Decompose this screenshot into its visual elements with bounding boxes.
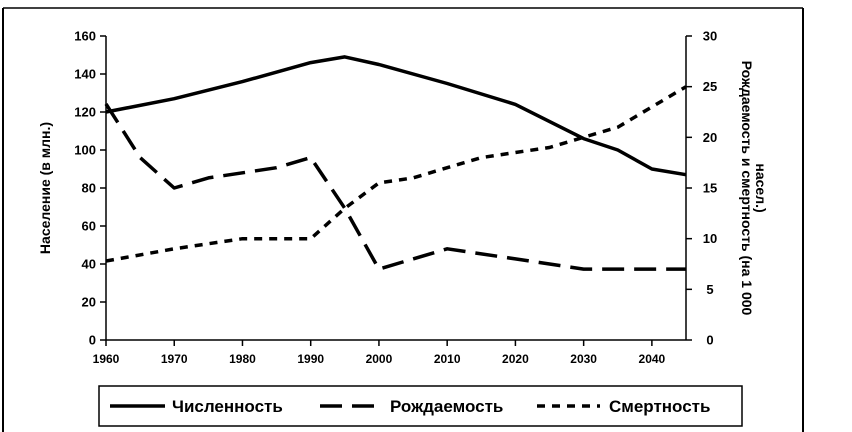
series-layer xyxy=(104,55,687,271)
legend-label-рождаемость: Рождаемость xyxy=(390,397,503,416)
legend-label-смертность: Смертность xyxy=(609,397,710,416)
y-left-tick-label: 120 xyxy=(74,105,96,120)
x-tick-label: 1970 xyxy=(161,352,188,366)
series-line-численность xyxy=(105,55,687,177)
x-tick-label: 2020 xyxy=(502,352,529,366)
series-line-смертность xyxy=(105,85,687,263)
y-left-tick-label: 0 xyxy=(89,333,96,348)
y-right-tick-label: 15 xyxy=(703,181,717,196)
x-tick-label: 2040 xyxy=(639,352,666,366)
y-axis-right-label-line1: Рождаемость и смертность (на 1 000 xyxy=(739,61,755,316)
y-axis-left-ticks: 0 20 40 60 80 100 120 140 160 xyxy=(74,29,106,348)
series-line-рождаемость xyxy=(104,102,686,271)
x-tick-label: 1960 xyxy=(93,352,120,366)
y-right-tick-label: 20 xyxy=(703,130,717,145)
y-left-tick-label: 60 xyxy=(82,219,96,234)
x-tick-label: 2030 xyxy=(570,352,597,366)
y-left-tick-label: 140 xyxy=(74,67,96,82)
legend-label-численность: Численность xyxy=(172,397,283,416)
y-left-tick-label: 40 xyxy=(82,257,96,272)
y-right-tick-label: 30 xyxy=(703,29,717,44)
legend: Численность Рождаемость Смертность xyxy=(98,385,743,427)
legend-box xyxy=(98,385,743,427)
x-axis-ticks: 1960 1970 1980 1990 2000 2010 2020 2030 2040 xyxy=(93,340,666,366)
y-right-tick-label: 10 xyxy=(703,231,717,246)
y-axis-left-label: Население (в млн.) xyxy=(37,122,53,254)
y-axis-right-label-line2: насел.) xyxy=(753,163,769,212)
y-right-tick-label: 5 xyxy=(706,282,713,297)
y-left-tick-label: 100 xyxy=(74,143,96,158)
y-axis-right-ticks: 0 5 10 15 20 25 30 xyxy=(686,29,717,348)
y-right-tick-label: 0 xyxy=(706,333,713,348)
x-tick-label: 2010 xyxy=(434,352,461,366)
x-tick-label: 1990 xyxy=(297,352,324,366)
x-tick-label: 1980 xyxy=(229,352,256,366)
y-left-tick-label: 80 xyxy=(82,181,96,196)
x-tick-label: 2000 xyxy=(366,352,393,366)
y-left-tick-label: 160 xyxy=(74,29,96,44)
y-left-tick-label: 20 xyxy=(82,295,96,310)
y-right-tick-label: 25 xyxy=(703,79,717,94)
